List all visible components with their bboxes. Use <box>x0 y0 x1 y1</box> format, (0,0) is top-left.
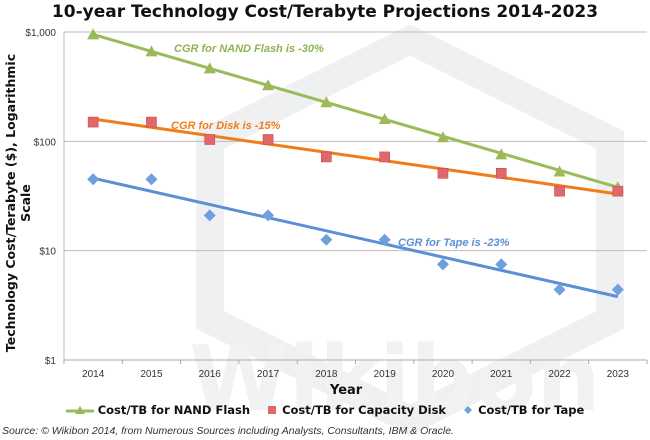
x-tick-label: 2014 <box>82 369 105 380</box>
trendline-disk <box>92 117 619 196</box>
data-point-disk <box>87 116 99 128</box>
legend-label: Cost/TB for Capacity Disk <box>282 403 447 417</box>
data-point-flash <box>87 28 100 40</box>
legend-item-flash: Cost/TB for NAND Flash <box>65 403 251 417</box>
data-point-flash <box>378 113 391 125</box>
legend: Cost/TB for NAND Flash Cost/TB for Capac… <box>0 403 650 417</box>
data-point-disk <box>554 185 565 197</box>
annotation-flash: CGR for NAND Flash is -30% <box>174 43 324 55</box>
triangle-marker-icon <box>65 406 94 414</box>
data-point-tape <box>378 233 391 246</box>
data-point-disk <box>204 134 216 145</box>
watermark-logo: Wikibon <box>189 24 624 436</box>
data-point-tape <box>436 258 449 271</box>
x-tick-label: 2016 <box>199 369 222 380</box>
watermark-text: Wikibon <box>189 327 600 432</box>
square-marker-icon <box>268 406 277 414</box>
data-point-flash <box>436 131 449 143</box>
data-point-disk <box>437 168 449 179</box>
legend-item-disk: Cost/TB for Capacity Disk <box>266 403 446 417</box>
data-point-flash <box>145 45 158 57</box>
trendline-tape <box>92 176 619 299</box>
data-point-tape <box>262 209 275 222</box>
y-tick-label: $10 <box>39 247 56 258</box>
x-tick-label: 2019 <box>374 369 397 380</box>
annotation-tape: CGR for Tape is -23% <box>398 237 510 249</box>
x-tick-label: 2015 <box>140 369 163 380</box>
data-point-flash <box>320 96 333 108</box>
annotation-disk: CGR for Disk is -15% <box>171 120 281 132</box>
x-tick-label: 2018 <box>315 369 338 380</box>
data-point-disk <box>146 116 157 128</box>
legend-label: Cost/TB for Tape <box>478 403 585 417</box>
x-tick-label: 2020 <box>432 369 455 380</box>
x-tick-label: 2021 <box>490 369 513 380</box>
y-tick-label: $1 <box>45 356 57 367</box>
diamond-marker-icon <box>464 406 473 414</box>
data-point-disk <box>495 168 507 179</box>
data-point-flash <box>553 165 566 177</box>
data-point-flash <box>262 79 275 91</box>
chart-title: 10-year Technology Cost/Terabyte Project… <box>51 2 599 22</box>
x-tick-label: 2017 <box>257 369 280 380</box>
x-tick-label: 2023 <box>607 369 630 380</box>
data-point-disk <box>612 185 624 197</box>
legend-item-tape: Cost/TB for Tape <box>462 403 584 417</box>
x-tick-label: 2022 <box>548 369 571 380</box>
data-point-disk <box>262 134 274 145</box>
data-point-tape <box>495 258 508 271</box>
data-point-tape <box>553 283 566 296</box>
data-point-flash <box>495 148 508 160</box>
data-point-tape <box>203 209 216 222</box>
source-note: Source: © Wikibon 2014, from Numerous So… <box>2 425 454 437</box>
x-axis-label: Year <box>330 383 363 398</box>
y-tick-label: $1,000 <box>25 28 56 39</box>
legend-label: Cost/TB for NAND Flash <box>97 403 251 417</box>
data-point-flash <box>203 62 216 74</box>
data-point-disk <box>321 151 332 163</box>
data-point-tape <box>87 173 100 186</box>
trendline-flash <box>92 32 619 189</box>
data-point-disk <box>379 151 390 163</box>
data-point-tape <box>145 173 158 186</box>
data-point-tape <box>611 283 624 296</box>
y-tick-label: $100 <box>34 137 57 148</box>
data-point-tape <box>320 233 333 246</box>
